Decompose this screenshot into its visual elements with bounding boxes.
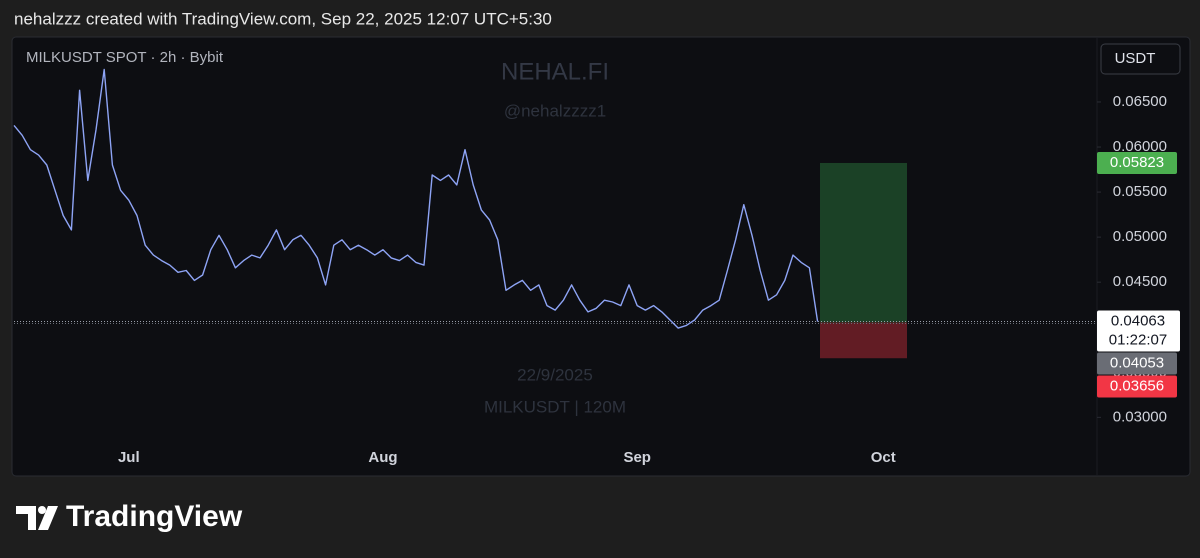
watermark-title: NEHAL.FI (501, 58, 609, 85)
target-label: 0.05823 (1110, 154, 1164, 171)
watermark-date: 22/9/2025 (517, 365, 593, 384)
stop-label-box (1097, 375, 1177, 398)
target-zone (820, 162, 907, 323)
last-price-label: 0.04063 (1111, 313, 1165, 330)
currency-label[interactable]: USDT (1115, 50, 1156, 67)
x-tick-label: Aug (368, 449, 397, 466)
currency-button[interactable] (1100, 43, 1181, 75)
logo-mark (38, 506, 58, 530)
entry-label-box (1097, 352, 1177, 375)
stop-zone (820, 322, 907, 359)
y-tick-label: 0.05500 (1113, 183, 1167, 200)
logo-mark (16, 506, 36, 530)
logo-dot (38, 506, 46, 514)
y-tick-label: 0.05000 (1113, 228, 1167, 245)
stop-label: 0.03656 (1110, 378, 1164, 395)
x-tick-label: Jul (118, 449, 140, 466)
y-tick-label: 0.03000 (1113, 408, 1167, 425)
y-tick-label: 0.06500 (1113, 93, 1167, 110)
attribution: nehalzzz created with TradingView.com, S… (14, 9, 552, 28)
watermark-caption: MILKUSDT | 120M (484, 397, 626, 416)
watermark-handle: @nehalzzzz1 (504, 101, 606, 120)
x-tick-label: Oct (871, 449, 896, 466)
chart-panel (11, 36, 1191, 477)
symbol-info: MILKUSDT SPOT · 2h · Bybit (26, 49, 224, 66)
y-tick-label: 0.04500 (1113, 273, 1167, 290)
price-line (13, 68, 819, 329)
x-tick-label: Sep (623, 449, 651, 466)
brand-logo (16, 506, 58, 530)
brand-name: TradingView (66, 500, 243, 533)
countdown-label: 01:22:07 (1109, 332, 1167, 349)
y-tick-label: 0.06000 (1113, 138, 1167, 155)
target-label-box (1097, 151, 1177, 174)
last-price-box (1097, 310, 1180, 352)
entry-label: 0.04053 (1110, 355, 1164, 372)
